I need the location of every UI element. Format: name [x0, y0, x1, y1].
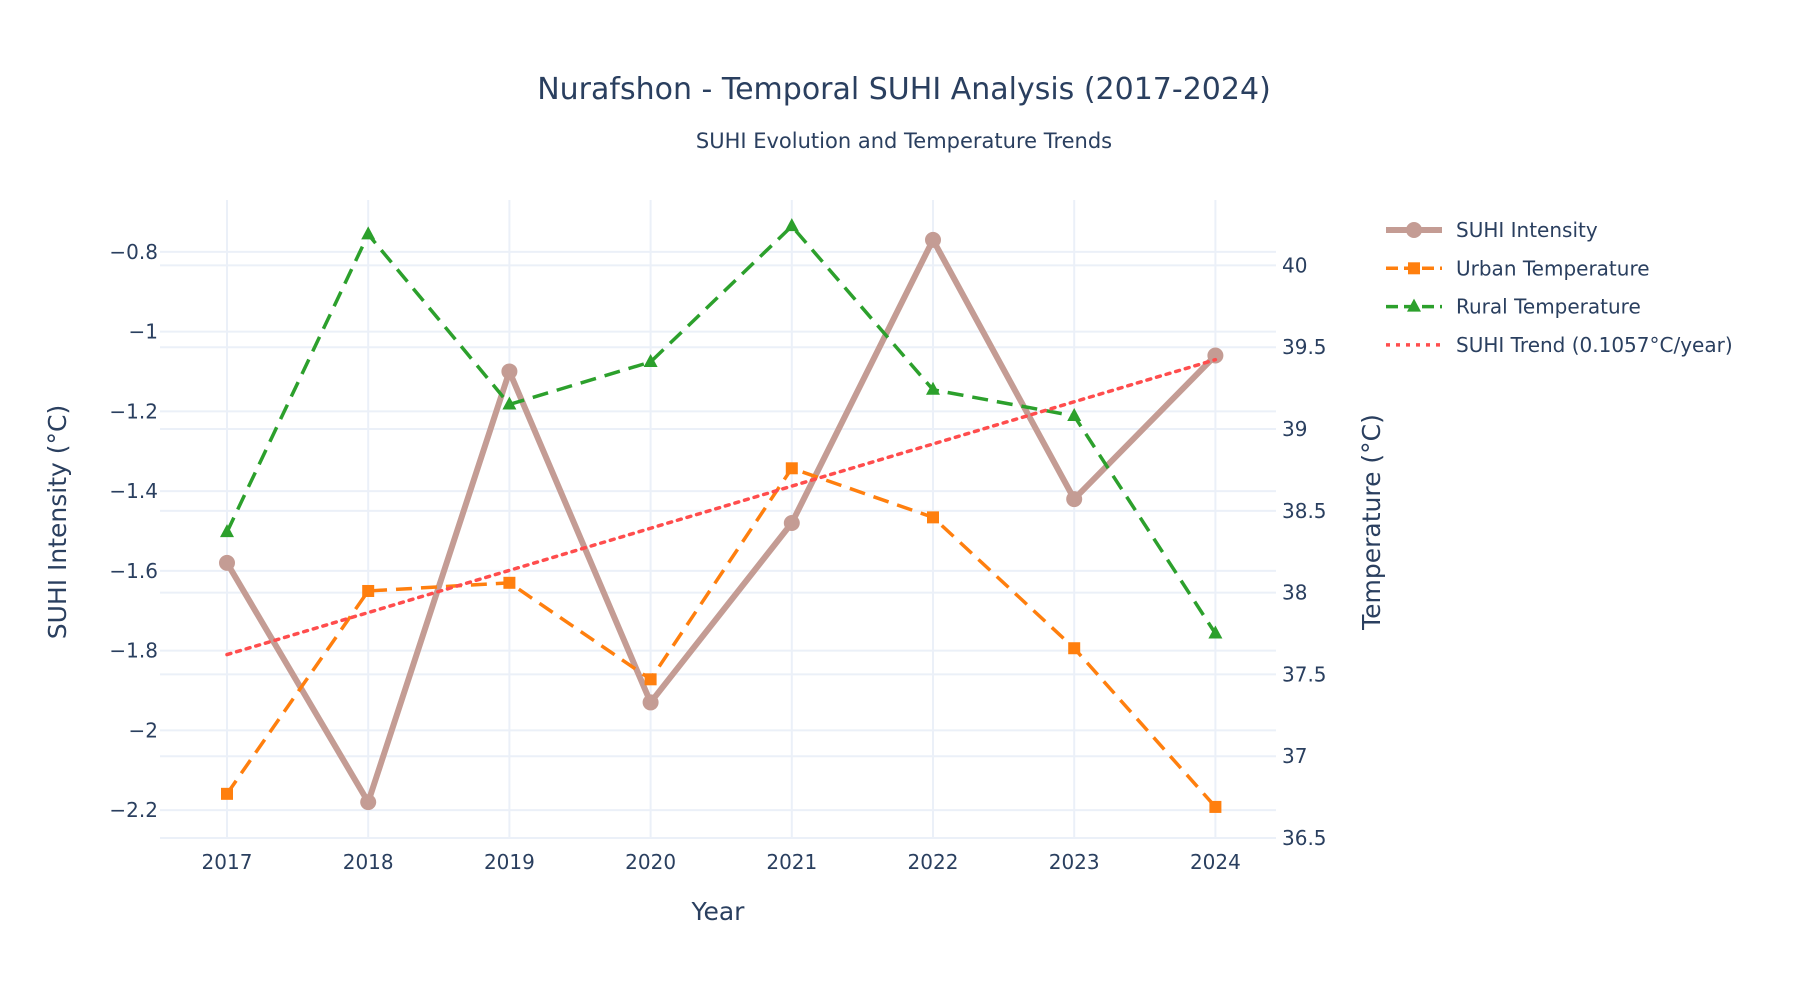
- y2-tick-label: 38: [1282, 581, 1307, 605]
- series-3: [225, 357, 1218, 657]
- series-0: [219, 231, 1224, 811]
- y-tick-label: −2.2: [109, 798, 158, 822]
- data-point: [644, 673, 657, 686]
- legend-label: Rural Temperature: [1456, 295, 1641, 319]
- series-2: [220, 218, 1223, 639]
- y2-tick-label: 39.5: [1282, 335, 1327, 359]
- data-point: [503, 576, 516, 589]
- data-point: [220, 524, 234, 538]
- y-tick-label: −1.8: [109, 639, 158, 663]
- data-point: [502, 396, 517, 410]
- data-point: [1209, 800, 1222, 813]
- series-1: [221, 462, 1222, 813]
- legend-marker: [1408, 262, 1420, 275]
- data-point: [221, 787, 233, 800]
- y2-tick-label: 37.5: [1282, 662, 1327, 686]
- x-tick-label: 2024: [1190, 850, 1241, 874]
- legend-marker: [1406, 222, 1422, 238]
- data-point: [925, 231, 941, 248]
- legend-item[interactable]: SUHI Trend (0.1057°C/year): [1386, 333, 1733, 357]
- data-point: [1066, 491, 1083, 508]
- x-tick-label: 2018: [343, 850, 394, 874]
- grid-layer: [160, 200, 1276, 839]
- y-tick-label: −1: [129, 320, 158, 344]
- y2-tick-label: 40: [1282, 253, 1307, 277]
- chart-subtitle: SUHI Evolution and Temperature Trends: [696, 129, 1112, 153]
- y-tick-label: −1.4: [109, 479, 158, 503]
- legend-item[interactable]: Urban Temperature: [1386, 256, 1650, 280]
- data-point: [1067, 407, 1082, 421]
- data-point: [783, 514, 800, 531]
- legend-label: Urban Temperature: [1456, 256, 1650, 280]
- series-line: [224, 236, 1218, 806]
- legend-label: SUHI Trend (0.1057°C/year): [1456, 333, 1733, 357]
- tick-layer: 2017 2018 2019 2020 2021 2022 2023 2024 −2.2 −2 −1…: [109, 240, 1326, 874]
- data-point: [643, 353, 658, 367]
- x-tick-label: 2023: [1049, 850, 1100, 874]
- x-tick-label: 2019: [484, 850, 535, 874]
- data-point: [642, 694, 659, 711]
- data-point: [1068, 642, 1081, 655]
- x-tick-label: 2022: [908, 850, 959, 874]
- y-tick-label: −1.2: [109, 399, 158, 423]
- y-tick-label: −1.6: [109, 559, 158, 583]
- legend-item[interactable]: Rural Temperature: [1386, 295, 1641, 319]
- series-layer: [219, 218, 1224, 813]
- y2-axis-title: Temperature (°C): [1357, 414, 1386, 631]
- data-point: [219, 554, 235, 571]
- series-line: [225, 224, 1217, 635]
- series-line: [225, 357, 1218, 657]
- y-tick-label: −2: [129, 718, 158, 742]
- data-point: [926, 381, 940, 395]
- x-tick-label: 2017: [202, 850, 253, 874]
- y2-tick-label: 37: [1282, 744, 1307, 768]
- y-tick-label: −0.8: [109, 240, 158, 264]
- chart-title: Nurafshon - Temporal SUHI Analysis (2017…: [537, 72, 1271, 107]
- data-point: [360, 794, 377, 811]
- y2-tick-label: 39: [1282, 417, 1307, 441]
- legend-item[interactable]: SUHI Intensity: [1386, 218, 1598, 242]
- legend-marker: [1407, 298, 1421, 312]
- data-point: [1207, 347, 1224, 364]
- y-axis-title: SUHI Intensity (°C): [43, 405, 72, 640]
- x-tick-label: 2020: [625, 850, 676, 874]
- data-point: [785, 462, 798, 475]
- data-point: [784, 218, 799, 232]
- data-point: [1208, 625, 1223, 639]
- x-tick-label: 2021: [766, 850, 817, 874]
- y2-tick-label: 36.5: [1282, 826, 1327, 850]
- data-point: [927, 511, 939, 524]
- data-point: [361, 226, 376, 240]
- y2-tick-label: 38.5: [1282, 499, 1327, 523]
- data-point: [362, 584, 375, 597]
- series-line: [225, 466, 1217, 809]
- x-axis-title: Year: [691, 897, 746, 926]
- legend-label: SUHI Intensity: [1456, 218, 1598, 242]
- legend[interactable]: SUHI Intensity Urban Temperature Rural Tem…: [1386, 218, 1733, 357]
- data-point: [501, 363, 518, 380]
